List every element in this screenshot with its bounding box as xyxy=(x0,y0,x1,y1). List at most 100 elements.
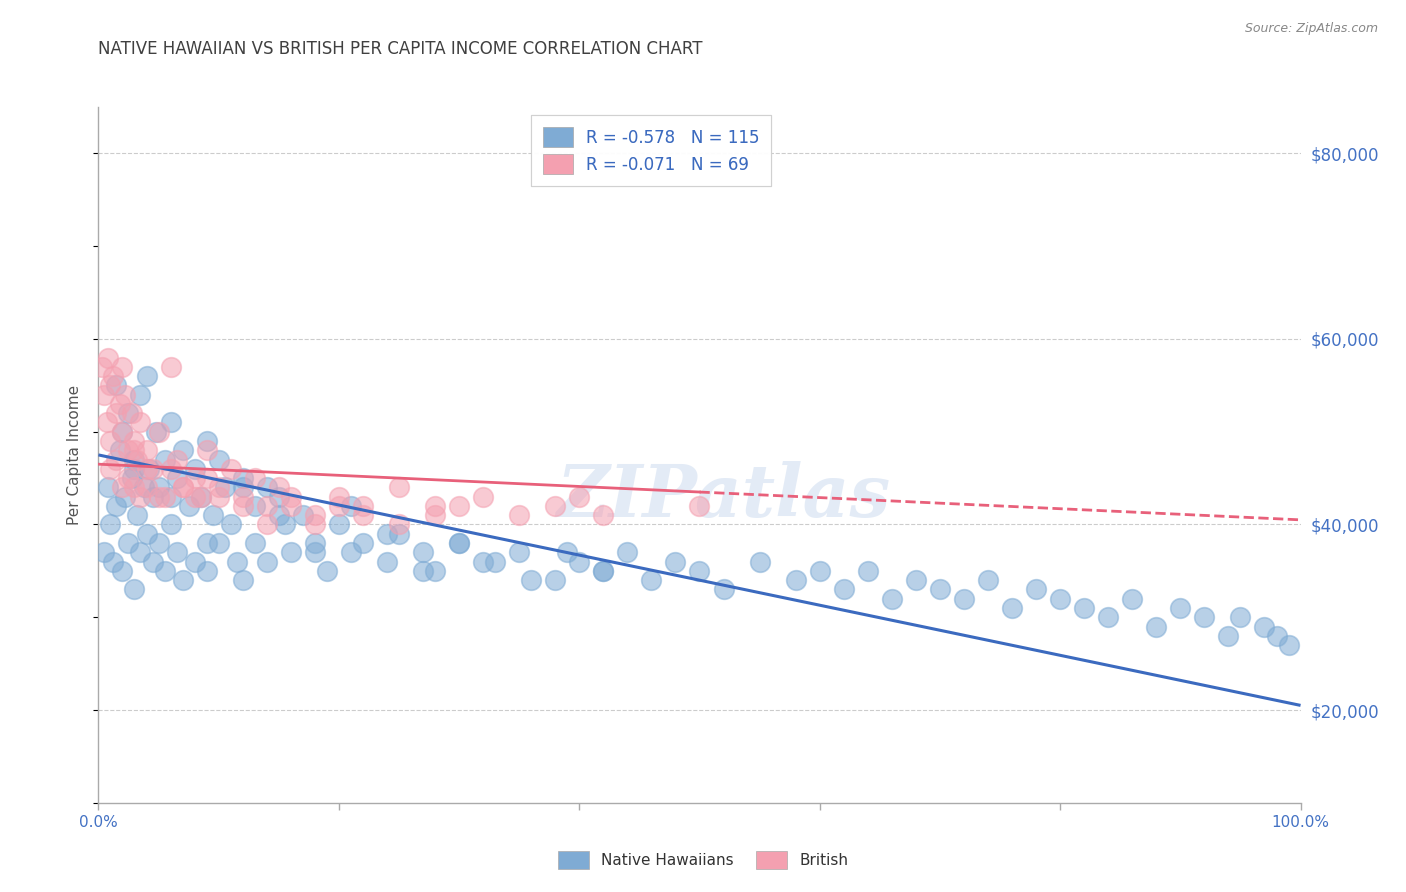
Point xyxy=(243,471,266,485)
Point xyxy=(105,452,128,467)
Point xyxy=(111,564,134,578)
Point xyxy=(880,591,903,606)
Point xyxy=(135,369,157,384)
Point xyxy=(93,387,115,401)
Point xyxy=(148,480,170,494)
Point xyxy=(105,499,128,513)
Point xyxy=(141,555,163,569)
Point xyxy=(713,582,735,597)
Point xyxy=(256,480,278,494)
Point xyxy=(616,545,638,559)
Point xyxy=(153,564,176,578)
Point xyxy=(472,555,495,569)
Point xyxy=(124,582,146,597)
Point xyxy=(138,462,160,476)
Point xyxy=(125,452,148,467)
Point xyxy=(132,480,155,494)
Point xyxy=(340,545,363,559)
Point xyxy=(195,536,218,550)
Point xyxy=(100,434,122,448)
Point xyxy=(232,499,254,513)
Point xyxy=(1253,619,1275,633)
Point xyxy=(114,490,136,504)
Point xyxy=(225,555,247,569)
Point xyxy=(447,536,470,550)
Point xyxy=(125,508,148,523)
Point xyxy=(1097,610,1119,624)
Point xyxy=(183,490,205,504)
Point xyxy=(219,462,242,476)
Point xyxy=(1277,638,1299,652)
Point xyxy=(555,545,578,559)
Point xyxy=(166,471,188,485)
Point xyxy=(423,508,446,523)
Point xyxy=(1049,591,1071,606)
Legend: Native Hawaiians, British: Native Hawaiians, British xyxy=(551,845,855,875)
Point xyxy=(135,526,157,541)
Point xyxy=(304,545,326,559)
Point xyxy=(1001,601,1024,615)
Point xyxy=(412,564,434,578)
Point xyxy=(91,359,114,374)
Point xyxy=(304,536,326,550)
Point xyxy=(93,545,115,559)
Point xyxy=(508,508,530,523)
Point xyxy=(183,471,205,485)
Legend: R = -0.578   N = 115, R = -0.071   N = 69: R = -0.578 N = 115, R = -0.071 N = 69 xyxy=(531,115,772,186)
Point xyxy=(124,452,146,467)
Point xyxy=(375,526,398,541)
Point xyxy=(219,517,242,532)
Point xyxy=(172,480,194,494)
Point xyxy=(664,555,686,569)
Point xyxy=(352,536,374,550)
Point xyxy=(208,490,231,504)
Point xyxy=(328,499,350,513)
Point xyxy=(172,443,194,458)
Point xyxy=(190,490,212,504)
Point xyxy=(280,499,302,513)
Point xyxy=(256,555,278,569)
Point xyxy=(388,480,411,494)
Point xyxy=(166,545,188,559)
Text: Source: ZipAtlas.com: Source: ZipAtlas.com xyxy=(1244,22,1378,36)
Point xyxy=(1025,582,1047,597)
Point xyxy=(1194,610,1216,624)
Point xyxy=(117,471,139,485)
Point xyxy=(121,471,143,485)
Point xyxy=(135,443,157,458)
Point xyxy=(928,582,950,597)
Point xyxy=(105,378,128,392)
Point xyxy=(1121,591,1143,606)
Point xyxy=(1144,619,1167,633)
Point xyxy=(1218,629,1240,643)
Point xyxy=(108,397,131,411)
Point xyxy=(689,564,711,578)
Point xyxy=(177,499,200,513)
Point xyxy=(1265,629,1288,643)
Point xyxy=(243,499,266,513)
Point xyxy=(748,555,770,569)
Y-axis label: Per Capita Income: Per Capita Income xyxy=(67,384,83,525)
Point xyxy=(592,564,614,578)
Point xyxy=(97,480,120,494)
Point xyxy=(412,545,434,559)
Point xyxy=(280,490,302,504)
Point xyxy=(568,555,591,569)
Point xyxy=(129,416,152,430)
Point xyxy=(195,471,218,485)
Point xyxy=(232,471,254,485)
Point xyxy=(183,462,205,476)
Point xyxy=(340,499,363,513)
Point xyxy=(256,499,278,513)
Point xyxy=(291,508,314,523)
Point xyxy=(274,517,297,532)
Point xyxy=(904,573,927,587)
Point xyxy=(256,517,278,532)
Point xyxy=(141,462,163,476)
Point xyxy=(141,490,163,504)
Point xyxy=(124,443,146,458)
Point xyxy=(267,480,290,494)
Point xyxy=(166,452,188,467)
Point xyxy=(592,508,614,523)
Point xyxy=(832,582,855,597)
